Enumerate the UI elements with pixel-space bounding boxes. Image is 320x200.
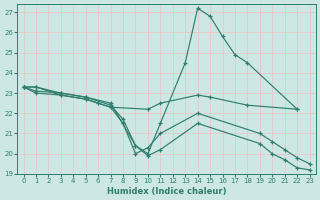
X-axis label: Humidex (Indice chaleur): Humidex (Indice chaleur) [107, 187, 226, 196]
